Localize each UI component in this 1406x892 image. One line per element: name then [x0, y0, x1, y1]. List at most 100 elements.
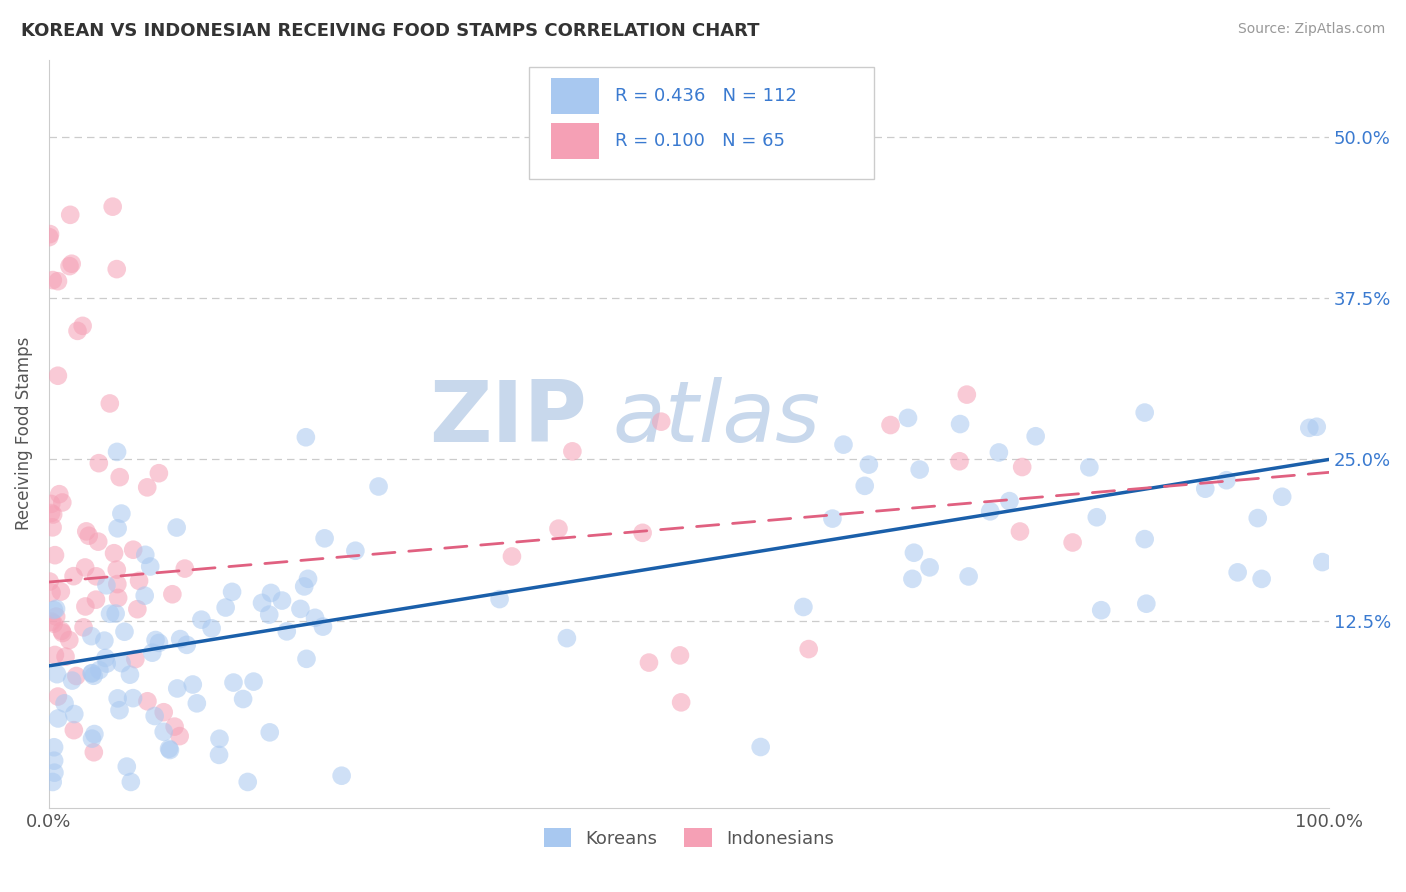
Point	[107, 691, 129, 706]
Point	[292, 579, 315, 593]
Point	[858, 458, 880, 472]
Point	[957, 569, 980, 583]
Point	[330, 769, 353, 783]
Point	[42, 740, 65, 755]
Point	[169, 632, 191, 646]
Point	[201, 621, 224, 635]
Point	[1250, 572, 1272, 586]
Point	[157, 741, 180, 756]
Point	[134, 589, 156, 603]
Point	[488, 592, 510, 607]
Point	[956, 387, 979, 401]
Point	[98, 607, 121, 621]
Point	[105, 445, 128, 459]
Point	[53, 696, 76, 710]
Point	[314, 532, 336, 546]
Point	[214, 600, 236, 615]
Point	[918, 560, 941, 574]
Point	[75, 599, 97, 614]
Point	[60, 257, 83, 271]
Point	[46, 667, 69, 681]
Point	[1310, 555, 1333, 569]
Point	[145, 633, 167, 648]
Point	[792, 599, 814, 614]
Point	[1062, 535, 1084, 549]
Text: atlas: atlas	[612, 377, 820, 460]
Point	[75, 560, 97, 574]
Point	[295, 652, 318, 666]
Point	[94, 651, 117, 665]
Point	[186, 696, 208, 710]
Point	[998, 494, 1021, 508]
Point	[105, 262, 128, 277]
Point	[821, 511, 844, 525]
Point	[51, 495, 73, 509]
Point	[42, 603, 65, 617]
Text: Source: ZipAtlas.com: Source: ZipAtlas.com	[1237, 22, 1385, 37]
Point	[669, 695, 692, 709]
Point	[897, 410, 920, 425]
Point	[118, 667, 141, 681]
Point	[110, 656, 132, 670]
Point	[39, 497, 62, 511]
Point	[162, 587, 184, 601]
Point	[276, 624, 298, 639]
Point	[41, 615, 63, 629]
Text: ZIP: ZIP	[429, 377, 586, 460]
Bar	[551, 123, 599, 159]
Point	[114, 624, 136, 639]
Point	[1215, 473, 1237, 487]
Point	[163, 720, 186, 734]
Point	[221, 585, 243, 599]
Point	[38, 574, 60, 589]
Point	[87, 456, 110, 470]
Point	[83, 727, 105, 741]
Point	[501, 549, 523, 564]
Point	[208, 731, 231, 746]
Point	[832, 437, 855, 451]
Point	[104, 607, 127, 621]
Point	[547, 522, 569, 536]
Point	[89, 663, 111, 677]
Point	[75, 524, 97, 539]
Point	[55, 649, 77, 664]
Point	[650, 415, 672, 429]
Point	[236, 775, 259, 789]
Point	[948, 454, 970, 468]
Point	[115, 759, 138, 773]
Point	[638, 656, 661, 670]
Point	[749, 739, 772, 754]
Point	[128, 574, 150, 588]
Point	[257, 607, 280, 622]
Point	[66, 324, 89, 338]
Point	[87, 534, 110, 549]
Point	[173, 561, 195, 575]
Point	[120, 775, 142, 789]
Point	[1298, 421, 1320, 435]
Point	[80, 731, 103, 746]
Point	[65, 669, 87, 683]
Point	[41, 775, 63, 789]
Point	[176, 638, 198, 652]
Point	[84, 592, 107, 607]
Point	[80, 666, 103, 681]
Legend: Koreans, Indonesians: Koreans, Indonesians	[537, 821, 841, 855]
Point	[139, 559, 162, 574]
Point	[96, 657, 118, 671]
Point	[297, 572, 319, 586]
Point	[45, 602, 67, 616]
Point	[631, 525, 654, 540]
Point	[80, 629, 103, 643]
Point	[127, 602, 149, 616]
Point	[1133, 406, 1156, 420]
Point	[1085, 510, 1108, 524]
Point	[72, 318, 94, 333]
Point	[166, 520, 188, 534]
Point	[77, 529, 100, 543]
Point	[260, 586, 283, 600]
Text: R = 0.100   N = 65: R = 0.100 N = 65	[614, 132, 785, 150]
Point	[1133, 532, 1156, 546]
Point	[93, 633, 115, 648]
Point	[304, 611, 326, 625]
Point	[295, 430, 318, 444]
